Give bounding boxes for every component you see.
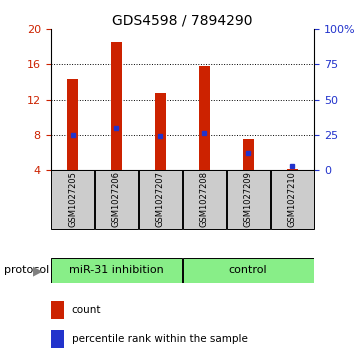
Text: percentile rank within the sample: percentile rank within the sample: [71, 334, 248, 344]
Bar: [227, 170, 270, 229]
Bar: [51, 258, 182, 283]
Text: count: count: [71, 305, 101, 315]
Text: GSM1027205: GSM1027205: [68, 171, 77, 227]
Bar: [183, 170, 226, 229]
Text: GSM1027207: GSM1027207: [156, 171, 165, 227]
Text: GSM1027208: GSM1027208: [200, 171, 209, 227]
Text: ▶: ▶: [33, 264, 43, 277]
Bar: [95, 170, 138, 229]
Bar: [111, 42, 122, 170]
Title: GDS4598 / 7894290: GDS4598 / 7894290: [112, 14, 253, 28]
Text: protocol: protocol: [4, 265, 49, 276]
Text: GSM1027209: GSM1027209: [244, 171, 253, 227]
Bar: [51, 170, 94, 229]
Bar: [287, 169, 297, 170]
Text: GSM1027206: GSM1027206: [112, 171, 121, 227]
Bar: [67, 79, 78, 170]
Bar: [51, 301, 64, 319]
Bar: [199, 66, 210, 170]
Text: miR-31 inhibition: miR-31 inhibition: [69, 265, 164, 276]
Bar: [51, 330, 64, 348]
Bar: [183, 258, 314, 283]
Bar: [271, 170, 314, 229]
Text: GSM1027210: GSM1027210: [288, 171, 297, 227]
Text: control: control: [229, 265, 268, 276]
Bar: [243, 139, 254, 170]
Bar: [139, 170, 182, 229]
Bar: [155, 93, 166, 170]
